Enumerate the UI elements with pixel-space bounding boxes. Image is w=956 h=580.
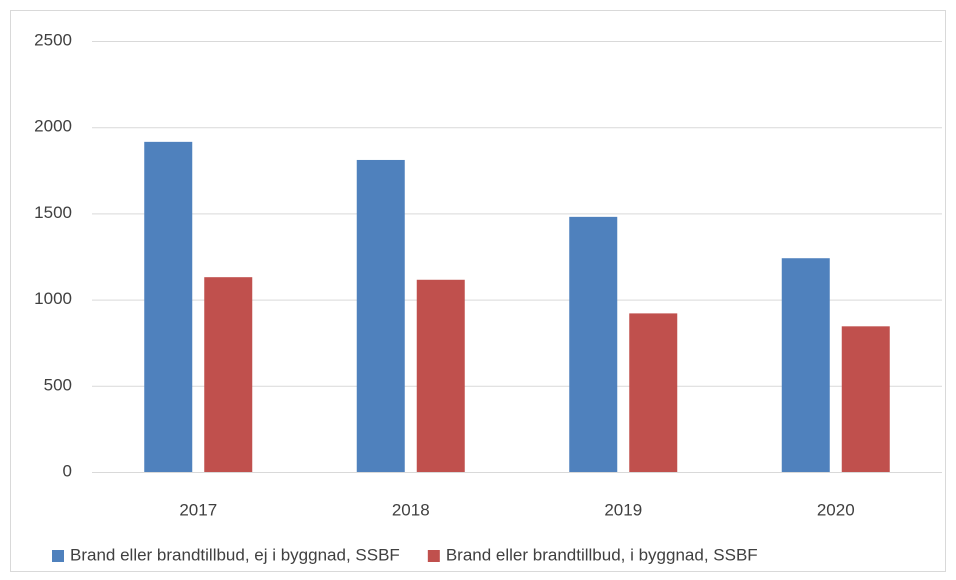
legend-label: Brand eller brandtillbud, ej i byggnad, … (70, 545, 400, 564)
y-tick-label: 0 (63, 461, 72, 480)
bar (204, 277, 253, 472)
y-tick-label: 1000 (34, 289, 72, 308)
y-tick-label: 1500 (34, 203, 72, 222)
x-tick-label: 2017 (179, 500, 217, 519)
y-tick-label: 2500 (34, 30, 72, 49)
legend-swatch (427, 550, 440, 562)
x-tick-label: 2018 (392, 500, 430, 519)
legend-swatch (52, 550, 64, 562)
bar (629, 313, 678, 472)
bar (569, 216, 618, 472)
bar (144, 141, 193, 472)
bar (841, 326, 890, 472)
x-tick-label: 2020 (817, 500, 855, 519)
y-tick-label: 500 (44, 375, 72, 394)
y-tick-label: 2000 (34, 117, 72, 136)
bar (356, 159, 405, 472)
bar (781, 258, 830, 472)
legend-label: Brand eller brandtillbud, i byggnad, SSB… (446, 545, 758, 564)
x-tick-label: 2019 (604, 500, 642, 519)
bar (416, 279, 465, 472)
